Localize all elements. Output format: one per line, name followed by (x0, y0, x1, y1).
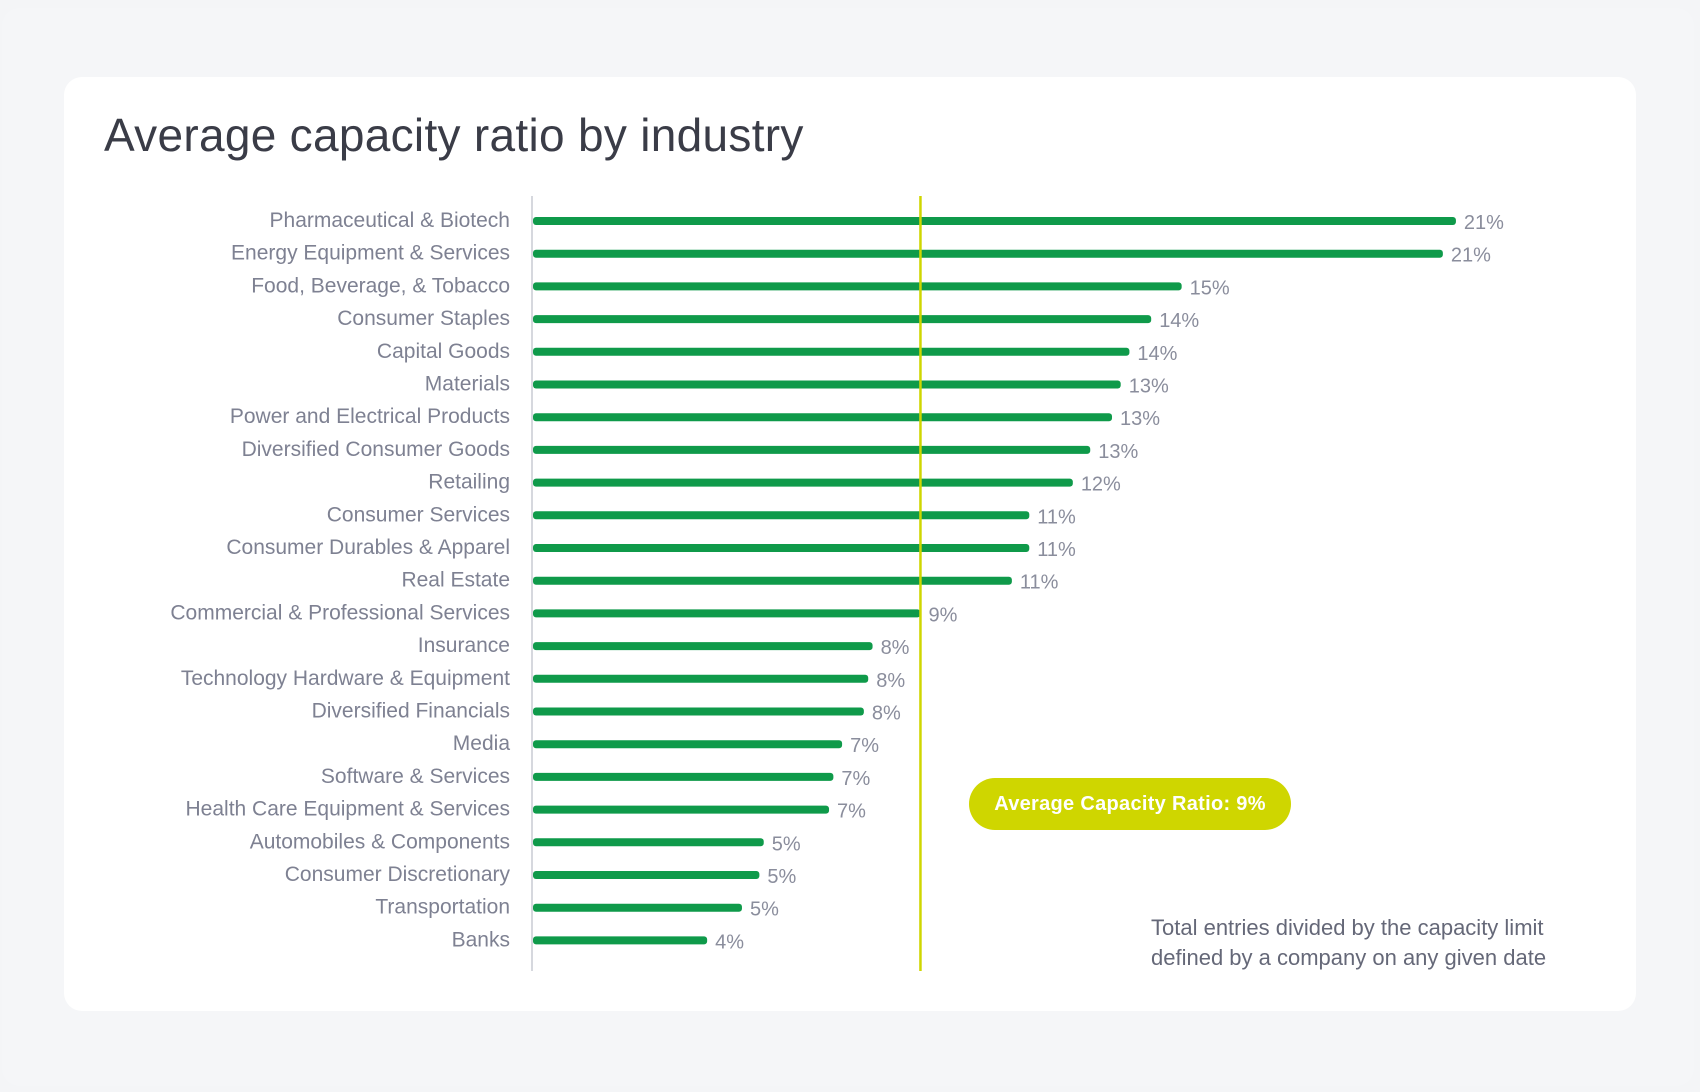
value-label: 5% (772, 833, 801, 855)
page-title: Average capacity ratio by industry (104, 109, 804, 161)
category-label: Commercial & Professional Services (170, 601, 510, 624)
value-label: 8% (872, 703, 901, 725)
category-label: Consumer Staples (337, 307, 510, 330)
value-label: 7% (841, 768, 870, 790)
category-label: Retailing (428, 471, 510, 494)
value-label: 13% (1120, 408, 1160, 430)
bar (533, 217, 1456, 225)
footnote-line-1: Total entries divided by the capacity li… (1151, 915, 1544, 940)
value-label: 14% (1137, 343, 1177, 365)
category-label: Food, Beverage, & Tobacco (251, 274, 510, 297)
category-label: Materials (425, 373, 510, 396)
category-label: Automobiles & Components (250, 830, 510, 853)
bar (533, 609, 921, 618)
category-label: Consumer Services (327, 503, 510, 526)
bar (533, 347, 1130, 356)
bar (533, 871, 760, 879)
value-label: 11% (1037, 539, 1076, 561)
bar (533, 903, 742, 912)
value-label: 13% (1129, 376, 1169, 398)
value-label: 5% (767, 866, 796, 888)
bar (533, 315, 1152, 324)
value-label: 9% (928, 604, 957, 626)
bar (533, 511, 1030, 520)
bar (533, 445, 1091, 454)
footnote-line-2: defined by a company on any given date (1151, 945, 1547, 970)
value-label: 11% (1020, 572, 1059, 594)
category-label: Real Estate (401, 569, 510, 592)
value-label: 13% (1098, 441, 1138, 463)
bar (533, 576, 1012, 585)
value-label: 5% (750, 899, 779, 921)
average-ratio-badge: Average Capacity Ratio: 9% (969, 778, 1291, 830)
bar (533, 838, 764, 847)
category-label: Technology Hardware & Equipment (181, 667, 510, 690)
category-label: Pharmaceutical & Biotech (270, 209, 510, 232)
bar (533, 282, 1182, 291)
bar (533, 740, 843, 749)
category-label: Energy Equipment & Services (231, 242, 510, 265)
value-label: 21% (1464, 212, 1504, 234)
category-label: Software & Services (321, 765, 510, 788)
category-label: Transportation (375, 896, 510, 919)
bar (533, 380, 1121, 389)
category-label: Power and Electrical Products (230, 405, 510, 428)
category-label: Insurance (418, 634, 510, 657)
category-label: Banks (452, 928, 510, 951)
bar (533, 772, 834, 781)
category-label: Consumer Durables & Apparel (226, 536, 510, 559)
bar (533, 674, 869, 683)
value-label: 11% (1037, 506, 1076, 528)
value-label: 8% (881, 637, 910, 659)
category-label: Diversified Consumer Goods (242, 438, 510, 461)
bar (533, 642, 873, 651)
category-label: Media (453, 732, 511, 755)
bar (533, 413, 1113, 422)
bar (533, 249, 1443, 258)
value-label: 15% (1190, 277, 1230, 299)
bar (533, 805, 830, 814)
category-label: Diversified Financials (312, 700, 510, 723)
category-label: Capital Goods (377, 340, 510, 363)
value-label: 4% (715, 931, 744, 953)
value-label: 21% (1451, 245, 1491, 267)
value-label: 7% (850, 735, 879, 757)
category-label: Health Care Equipment & Services (186, 798, 511, 821)
bar (533, 544, 1030, 552)
bar (533, 936, 708, 945)
category-label: Consumer Discretionary (285, 863, 511, 886)
value-label: 8% (876, 670, 905, 692)
value-label: 14% (1159, 310, 1199, 332)
bar (533, 707, 864, 716)
value-label: 7% (837, 801, 866, 823)
footnote: Total entries divided by the capacity li… (1151, 913, 1631, 973)
bar (533, 478, 1073, 487)
value-label: 12% (1081, 474, 1121, 496)
